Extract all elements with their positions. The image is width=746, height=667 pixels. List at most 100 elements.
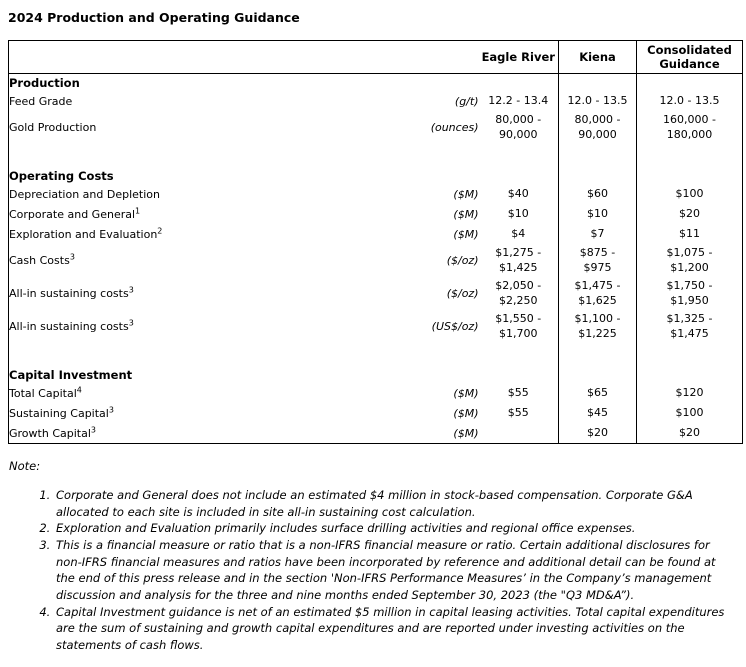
note-item: Corporate and General does not include a… xyxy=(54,487,738,520)
cell-consolidated: $1,325 - $1,475 xyxy=(636,310,743,343)
section-label: Production xyxy=(9,75,80,90)
row-label: Depreciation and Depletion xyxy=(9,187,160,201)
cell-consolidated: $100 xyxy=(636,184,743,204)
column-header-consolidated-guidance: Consolidated Guidance xyxy=(636,40,743,74)
cell-eagle-river: $1,550 - $1,700 xyxy=(495,312,542,340)
row-unit: (US$/oz) xyxy=(431,320,479,333)
table-row xyxy=(9,144,743,167)
row-unit: ($M) xyxy=(453,227,479,241)
row-unit: ($M) xyxy=(453,406,479,420)
table-row xyxy=(9,343,743,366)
table-row: Capital Investment xyxy=(9,366,743,383)
cell-eagle-river xyxy=(479,343,559,366)
cell-kiena xyxy=(558,167,637,184)
cell-consolidated: $1,075 - $1,200 xyxy=(636,244,743,277)
note-item: This is a financial measure or ratio tha… xyxy=(54,537,738,604)
cell-consolidated: $100 xyxy=(636,403,743,423)
cell-eagle-river: $55 xyxy=(507,405,529,419)
cell-eagle-river xyxy=(479,423,559,444)
page-title: 2024 Production and Operating Guidance xyxy=(8,10,300,25)
row-label: All-in sustaining costs3 xyxy=(9,318,134,333)
row-label: Feed Grade xyxy=(9,94,73,108)
footnote-ref: 3 xyxy=(108,404,114,414)
table-row: Production xyxy=(9,73,743,92)
cell-kiena xyxy=(558,366,637,383)
cell-eagle-river: $10 xyxy=(507,206,529,220)
table-row: Exploration and Evaluation2 ($M) $4 $7 $11 xyxy=(9,224,743,244)
row-label: Total Capital4 xyxy=(9,384,82,400)
guidance-table: Eagle River Kiena Consolidated Guidance … xyxy=(8,40,743,444)
table-row: Gold Production (ounces) 80,000 - 90,000 80… xyxy=(9,111,743,144)
cell-eagle-river xyxy=(479,167,559,184)
guidance-table-body: Production Feed Grade (g/t) 12.2 - 13.4 12.0… xyxy=(9,73,743,444)
guidance-table-header: Eagle River Kiena Consolidated Guidance xyxy=(8,40,743,74)
cell-kiena: $65 xyxy=(558,383,637,403)
cell-kiena: $1,100 - $1,225 xyxy=(558,310,637,343)
cell-kiena: $45 xyxy=(558,403,637,423)
cell-kiena xyxy=(558,144,637,167)
row-unit: (g/t) xyxy=(454,94,479,108)
blank-cell xyxy=(9,144,479,167)
cell-kiena: $1,475 - $1,625 xyxy=(558,277,637,310)
cell-consolidated: $11 xyxy=(636,224,743,244)
cell-kiena: $60 xyxy=(558,184,637,204)
cell-eagle-river: $4 xyxy=(511,226,526,240)
cell-consolidated: $1,750 - $1,950 xyxy=(636,277,743,310)
row-unit: ($M) xyxy=(453,187,479,201)
cell-consolidated xyxy=(636,167,743,184)
cell-kiena: $875 - $975 xyxy=(558,244,637,277)
cell-consolidated: $120 xyxy=(636,383,743,403)
table-row: All-in sustaining costs3 (US$/oz) $1,550 -… xyxy=(9,310,743,343)
footnote-ref: 2 xyxy=(157,225,163,235)
cell-consolidated xyxy=(636,144,743,167)
cell-eagle-river xyxy=(479,74,559,92)
cell-consolidated xyxy=(636,73,743,91)
cell-kiena xyxy=(558,73,637,91)
cell-consolidated: 12.0 - 13.5 xyxy=(636,91,743,111)
cell-eagle-river: 12.2 - 13.4 xyxy=(488,93,549,107)
cell-eagle-river: $1,275 - $1,425 xyxy=(495,246,542,274)
table-row: Sustaining Capital3 ($M) $55 $45 $100 xyxy=(9,403,743,423)
note-item: Exploration and Evaluation primarily inc… xyxy=(54,520,738,537)
cell-eagle-river: $40 xyxy=(507,186,529,200)
column-header-blank xyxy=(8,40,479,74)
table-row: All-in sustaining costs3 ($/oz) $2,050 - $… xyxy=(9,277,743,310)
table-row: Operating Costs xyxy=(9,167,743,184)
footnote-ref: 3 xyxy=(128,285,134,295)
cell-kiena: 80,000 - 90,000 xyxy=(558,111,637,144)
cell-consolidated xyxy=(636,366,743,383)
table-row: Growth Capital3 ($M) $20 $20 xyxy=(9,423,743,444)
cell-kiena xyxy=(558,343,637,366)
row-unit: ($/oz) xyxy=(446,254,479,267)
cell-kiena: 12.0 - 13.5 xyxy=(558,91,637,111)
table-row: Total Capital4 ($M) $55 $65 $120 xyxy=(9,383,743,403)
blank-cell xyxy=(9,343,479,366)
footnote-ref: 3 xyxy=(90,424,96,434)
notes-heading: Note: xyxy=(9,459,41,473)
cell-kiena: $20 xyxy=(558,423,637,444)
row-label: All-in sustaining costs3 xyxy=(9,285,134,300)
section-label: Operating Costs xyxy=(9,168,114,183)
cell-eagle-river xyxy=(479,144,559,167)
cell-kiena: $7 xyxy=(558,224,637,244)
cell-kiena: $10 xyxy=(558,204,637,224)
footnote-ref: 3 xyxy=(128,318,134,328)
column-header-eagle-river: Eagle River xyxy=(478,40,559,74)
header-row: Eagle River Kiena Consolidated Guidance xyxy=(8,40,743,74)
cell-consolidated xyxy=(636,343,743,366)
table-row: Depreciation and Depletion ($M) $40 $60 $100 xyxy=(9,184,743,204)
row-label: Sustaining Capital3 xyxy=(9,404,114,420)
row-label: Corporate and General1 xyxy=(9,205,141,221)
row-label: Growth Capital3 xyxy=(9,424,96,440)
cell-eagle-river xyxy=(479,366,559,383)
column-header-kiena: Kiena xyxy=(558,40,637,74)
table-row: Corporate and General1 ($M) $10 $10 $20 xyxy=(9,204,743,224)
row-unit: ($/oz) xyxy=(446,287,479,300)
cell-eagle-river: $2,050 - $2,250 xyxy=(495,279,542,307)
footnote-ref: 4 xyxy=(76,384,82,394)
row-label: Exploration and Evaluation2 xyxy=(9,225,163,241)
row-label: Gold Production xyxy=(9,121,97,134)
cell-consolidated: $20 xyxy=(636,423,743,444)
row-unit: ($M) xyxy=(453,386,479,400)
